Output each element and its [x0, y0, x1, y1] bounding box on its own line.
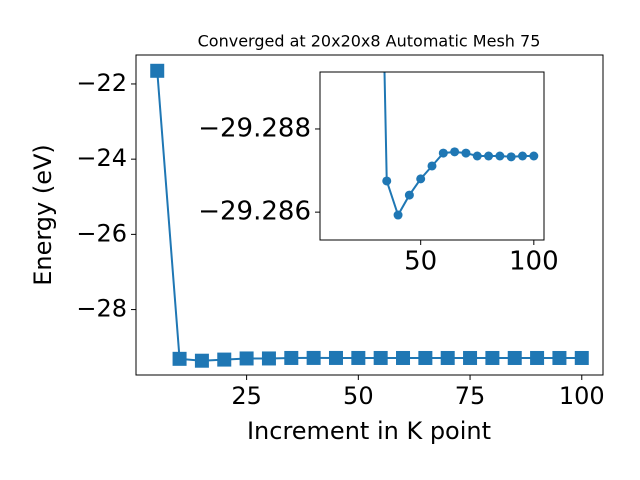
marker — [396, 350, 411, 365]
y-tick-label: −28 — [76, 295, 127, 323]
marker — [472, 151, 482, 161]
marker — [574, 350, 589, 365]
marker — [382, 176, 392, 186]
axes-frame — [135, 54, 604, 376]
marker — [217, 352, 232, 367]
plot-area — [382, 72, 539, 220]
x-tick-label: 100 — [559, 382, 605, 410]
y-tick-label: −29.286 — [198, 197, 311, 227]
y-tick-label: −22 — [76, 69, 127, 97]
marker — [495, 151, 505, 161]
marker — [463, 350, 478, 365]
marker — [150, 63, 165, 78]
x-tick-label: 25 — [231, 382, 262, 410]
x-axis-label: Increment in K point — [247, 417, 491, 445]
marker — [461, 148, 471, 158]
marker — [351, 350, 366, 365]
x-tick-label: 50 — [404, 247, 437, 277]
y-tick-label: −29.288 — [198, 113, 311, 143]
marker — [530, 350, 545, 365]
marker — [416, 174, 426, 184]
y-tick-label: −26 — [76, 219, 127, 247]
marker — [529, 151, 539, 161]
marker — [239, 351, 254, 366]
marker — [484, 151, 494, 161]
y-axis-label: Energy (eV) — [29, 144, 57, 286]
x-tick-label: 50 — [343, 382, 374, 410]
plot-area — [150, 63, 589, 368]
x-tick-label: 100 — [509, 247, 559, 277]
marker — [440, 350, 455, 365]
x-tick-label: 75 — [455, 382, 486, 410]
marker — [261, 351, 276, 366]
marker — [373, 350, 388, 365]
marker — [427, 161, 437, 171]
marker — [194, 353, 209, 368]
marker — [450, 147, 460, 157]
marker — [393, 210, 403, 220]
marker — [518, 151, 528, 161]
marker — [172, 351, 187, 366]
marker — [404, 190, 414, 200]
marker — [507, 350, 522, 365]
marker — [506, 152, 516, 162]
chart-title: Converged at 20x20x8 Automatic Mesh 75 — [198, 32, 541, 51]
y-tick-label: −24 — [76, 144, 127, 172]
marker — [552, 350, 567, 365]
marker — [485, 350, 500, 365]
marker — [306, 350, 321, 365]
marker — [418, 350, 433, 365]
marker — [438, 148, 448, 158]
marker — [328, 350, 343, 365]
axes-frame — [319, 71, 545, 241]
marker — [284, 350, 299, 365]
